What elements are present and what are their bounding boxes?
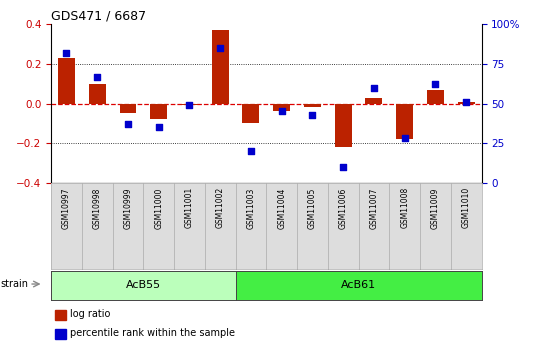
Point: [246, 148, 255, 154]
Text: GSM10998: GSM10998: [93, 187, 102, 228]
Bar: [458, 101, 475, 104]
Text: GSM11000: GSM11000: [154, 187, 163, 228]
Text: strain: strain: [0, 279, 28, 289]
Text: GSM10997: GSM10997: [62, 187, 71, 229]
Point: [154, 125, 163, 130]
Text: GSM11005: GSM11005: [308, 187, 317, 228]
Text: GSM11002: GSM11002: [216, 187, 225, 228]
Text: GSM10999: GSM10999: [123, 187, 132, 229]
Point: [216, 45, 224, 51]
Text: GSM11001: GSM11001: [185, 187, 194, 228]
Bar: [427, 90, 444, 104]
Text: GSM11003: GSM11003: [246, 187, 256, 228]
Point: [431, 82, 440, 87]
Point: [339, 164, 348, 170]
Point: [185, 102, 194, 108]
Bar: [273, 104, 290, 111]
Text: GSM11004: GSM11004: [277, 187, 286, 228]
Bar: [335, 104, 352, 147]
Point: [62, 50, 71, 56]
Text: GSM11010: GSM11010: [462, 187, 471, 228]
Text: AcB61: AcB61: [341, 280, 376, 290]
Text: GSM11008: GSM11008: [400, 187, 409, 228]
Bar: [150, 104, 167, 119]
Bar: [55, 329, 66, 339]
Bar: [55, 310, 66, 320]
Text: AcB55: AcB55: [126, 280, 161, 290]
Text: GSM11006: GSM11006: [338, 187, 348, 228]
Point: [278, 109, 286, 114]
Bar: [89, 84, 105, 104]
Bar: [212, 30, 229, 104]
Bar: [58, 58, 75, 104]
Bar: [304, 104, 321, 108]
Point: [400, 136, 409, 141]
Point: [308, 112, 317, 117]
Bar: [119, 104, 137, 114]
Point: [124, 121, 132, 127]
Bar: [181, 104, 198, 106]
Point: [370, 85, 378, 90]
Point: [462, 99, 470, 105]
Bar: [243, 104, 259, 124]
Text: GSM11007: GSM11007: [370, 187, 378, 228]
Text: percentile rank within the sample: percentile rank within the sample: [70, 328, 236, 338]
Point: [93, 74, 102, 79]
Bar: [365, 98, 383, 104]
Text: GSM11009: GSM11009: [431, 187, 440, 228]
Text: GDS471 / 6687: GDS471 / 6687: [51, 10, 146, 23]
Bar: [396, 104, 413, 139]
Text: log ratio: log ratio: [70, 309, 111, 319]
